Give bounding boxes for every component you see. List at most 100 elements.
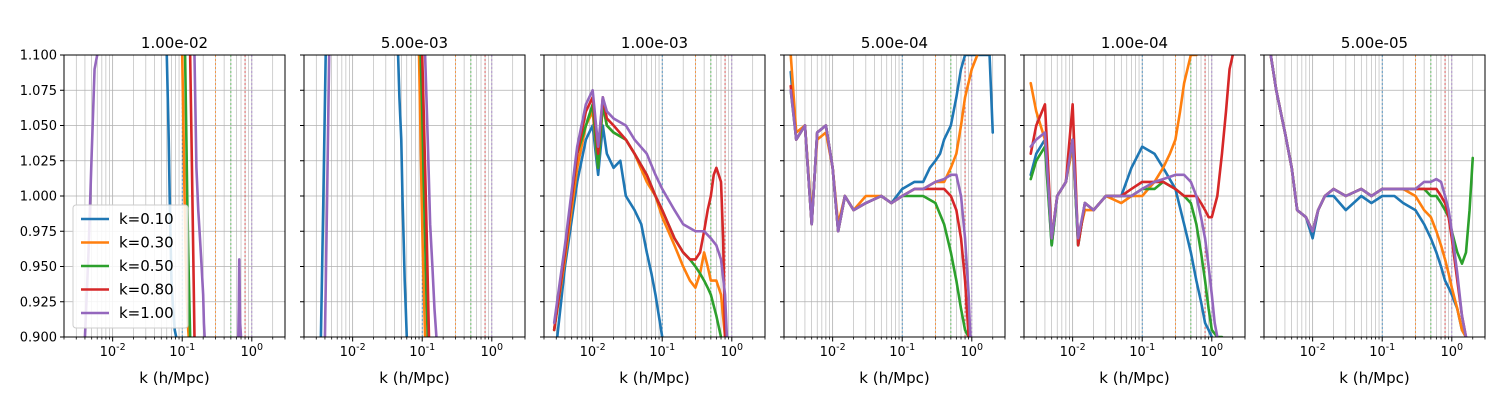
x-tick-label: 100 — [1201, 342, 1224, 360]
x-tick-base: 10 — [1441, 345, 1458, 360]
x-tick-base: 10 — [169, 345, 186, 360]
series-line-k-0-80 — [420, 55, 431, 337]
x-tick-exponent: -1 — [1386, 342, 1395, 353]
y-tick-label: 0.975 — [20, 225, 57, 240]
x-tick-exponent: -2 — [356, 342, 365, 353]
series-line-k-1-00 — [552, 88, 729, 337]
x-tick-exponent: 0 — [977, 342, 983, 353]
x-tick-label: 100 — [241, 342, 264, 360]
series-line-k-0-50 — [419, 55, 430, 337]
series-lines — [1269, 55, 1475, 337]
x-tick-base: 10 — [580, 345, 597, 360]
x-tick-base: 10 — [1369, 345, 1386, 360]
x-tick-label: 10-2 — [1060, 342, 1086, 360]
x-tick-label: 10-2 — [580, 342, 606, 360]
x-tick-base: 10 — [649, 345, 666, 360]
x-tick-base: 10 — [1201, 345, 1218, 360]
x-tick-exponent: -1 — [1146, 342, 1155, 353]
x-tick-label: 100 — [481, 342, 504, 360]
x-tick-exponent: 0 — [737, 342, 743, 353]
x-tick-label: 10-1 — [889, 342, 915, 360]
x-tick-label: 10-1 — [1129, 342, 1155, 360]
panel-title: 5.00e-04 — [861, 34, 928, 52]
y-tick-label: 1.025 — [20, 154, 57, 169]
panel-title: 5.00e-03 — [381, 34, 448, 52]
series-line-k-0-80 — [188, 55, 196, 337]
x-tick-exponent: -2 — [116, 342, 125, 353]
x-tick-base: 10 — [820, 345, 837, 360]
series-line-k-1-00 — [193, 55, 206, 337]
x-tick-base: 10 — [1300, 345, 1317, 360]
x-axis-label: k (h/Mpc) — [859, 369, 929, 387]
x-tick-base: 10 — [100, 345, 117, 360]
x-tick-label: 10-1 — [169, 342, 195, 360]
panel-title: 1.00e-03 — [621, 34, 688, 52]
y-tick-label: 0.950 — [20, 260, 57, 275]
panel-title: 5.00e-05 — [1341, 34, 1408, 52]
x-tick-base: 10 — [241, 345, 258, 360]
x-tick-exponent: -2 — [836, 342, 845, 353]
series-lines — [552, 88, 729, 337]
series-line-k-0-10 — [319, 55, 327, 337]
x-tick-label: 10-1 — [1369, 342, 1395, 360]
series-line-k-1-00 — [423, 55, 438, 337]
legend-label: k=0.80 — [119, 281, 174, 299]
x-tick-label: 10-2 — [1300, 342, 1326, 360]
series-line-k-0-30 — [417, 55, 427, 337]
x-tick-exponent: -1 — [426, 342, 435, 353]
x-tick-label: 10-1 — [409, 342, 435, 360]
x-axis-label: k (h/Mpc) — [619, 369, 689, 387]
y-tick-label: 1.075 — [20, 84, 57, 99]
y-tick-label: 1.100 — [20, 49, 57, 64]
series-lines — [789, 55, 995, 337]
legend-label: k=0.10 — [119, 210, 174, 228]
x-tick-exponent: -1 — [666, 342, 675, 353]
x-tick-label: 10-1 — [649, 342, 675, 360]
series-line-k-1-00 — [1269, 55, 1468, 337]
grid-lines — [304, 55, 525, 337]
series-line-k-0-10 — [555, 124, 664, 337]
x-tick-base: 10 — [1060, 345, 1077, 360]
x-axis-label: k (h/Mpc) — [139, 369, 209, 387]
x-tick-base: 10 — [961, 345, 978, 360]
x-tick-base: 10 — [1129, 345, 1146, 360]
x-tick-exponent: 0 — [1457, 342, 1463, 353]
x-tick-label: 100 — [961, 342, 984, 360]
x-tick-exponent: -2 — [1076, 342, 1085, 353]
legend-label: k=1.00 — [119, 304, 174, 322]
x-tick-exponent: -2 — [1316, 342, 1325, 353]
x-tick-exponent: 0 — [497, 342, 503, 353]
x-tick-label: 10-2 — [100, 342, 126, 360]
x-tick-exponent: 0 — [1217, 342, 1223, 353]
panel-title: 1.00e-02 — [141, 34, 208, 52]
x-tick-base: 10 — [721, 345, 738, 360]
legend-label: k=0.50 — [119, 257, 174, 275]
x-tick-label: 100 — [1441, 342, 1464, 360]
x-tick-base: 10 — [481, 345, 498, 360]
y-tick-label: 1.000 — [20, 190, 57, 205]
legend-label: k=0.30 — [119, 234, 174, 252]
y-tick-label: 0.900 — [20, 331, 57, 346]
series-line-k-1-00 — [789, 88, 972, 337]
x-tick-base: 10 — [340, 345, 357, 360]
series-line-k-1-00 — [1029, 131, 1219, 337]
x-tick-label: 10-2 — [340, 342, 366, 360]
x-axis-label: k (h/Mpc) — [379, 369, 449, 387]
x-axis-label: k (h/Mpc) — [1339, 369, 1409, 387]
x-tick-exponent: -1 — [186, 342, 195, 353]
x-tick-exponent: -1 — [906, 342, 915, 353]
x-axis-label: k (h/Mpc) — [1099, 369, 1169, 387]
series-line-k-0-10 — [396, 55, 409, 337]
legend: k=0.10 k=0.30 k=0.50 k=0.80 k=1.00 — [72, 204, 189, 329]
series-line-k-1-00 — [323, 55, 331, 337]
x-tick-base: 10 — [409, 345, 426, 360]
series-line-k-1-00 — [237, 258, 243, 337]
